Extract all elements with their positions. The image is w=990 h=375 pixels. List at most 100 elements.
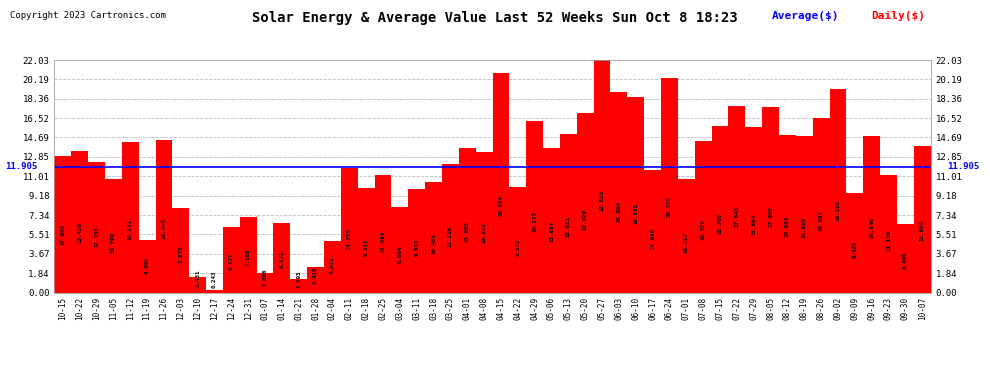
Text: 14.840: 14.840 <box>869 217 874 238</box>
Bar <box>493 73 510 292</box>
Text: 1.293: 1.293 <box>296 270 301 288</box>
Bar <box>223 227 240 292</box>
Bar <box>897 224 914 292</box>
Text: 4.911: 4.911 <box>330 257 335 274</box>
Bar <box>458 148 475 292</box>
Text: 11.646: 11.646 <box>650 228 655 249</box>
Text: 11.905: 11.905 <box>5 162 38 171</box>
Bar <box>510 187 527 292</box>
Text: 13.864: 13.864 <box>920 220 925 241</box>
Bar <box>611 92 628 292</box>
Bar <box>357 188 374 292</box>
Bar <box>425 182 442 292</box>
Text: 4.991: 4.991 <box>145 256 149 274</box>
Text: 20.814: 20.814 <box>498 195 504 216</box>
Bar <box>155 140 172 292</box>
Bar <box>408 189 425 292</box>
Text: 15.684: 15.684 <box>751 214 756 235</box>
Text: 16.277: 16.277 <box>533 211 538 232</box>
Text: 10.455: 10.455 <box>431 233 436 254</box>
Bar <box>256 273 273 292</box>
Bar <box>206 290 223 292</box>
Bar <box>914 146 931 292</box>
Bar <box>863 136 880 292</box>
Text: 11.094: 11.094 <box>380 231 385 252</box>
Text: 2.416: 2.416 <box>313 266 318 284</box>
Text: 10.799: 10.799 <box>111 232 116 253</box>
Text: 18.555: 18.555 <box>634 203 639 224</box>
Bar <box>391 207 408 292</box>
Bar <box>475 152 493 292</box>
Bar <box>105 178 122 292</box>
Text: 18.984: 18.984 <box>617 201 622 222</box>
Bar <box>527 121 544 292</box>
Bar <box>290 279 307 292</box>
Text: 11.755: 11.755 <box>346 228 351 249</box>
Text: Daily($): Daily($) <box>871 11 926 21</box>
Text: 19.318: 19.318 <box>836 200 841 221</box>
Bar <box>71 151 88 292</box>
Bar <box>594 60 611 292</box>
Text: 17.643: 17.643 <box>735 206 740 227</box>
Text: Solar Energy & Average Value Last 52 Weeks Sun Oct 8 18:23: Solar Energy & Average Value Last 52 Wee… <box>252 11 738 25</box>
Text: 7.975: 7.975 <box>178 246 183 263</box>
Bar <box>544 148 560 292</box>
Text: 11.905: 11.905 <box>947 162 980 171</box>
Text: 6.177: 6.177 <box>229 252 234 270</box>
Text: 15.760: 15.760 <box>718 213 723 234</box>
Bar <box>796 136 813 292</box>
Text: 13.664: 13.664 <box>549 221 554 242</box>
Bar <box>779 135 796 292</box>
Bar <box>273 223 290 292</box>
Text: 7.168: 7.168 <box>246 249 250 266</box>
Bar <box>628 97 644 292</box>
Text: 0.243: 0.243 <box>212 270 217 288</box>
Text: 6.460: 6.460 <box>903 251 908 268</box>
Bar <box>324 241 341 292</box>
Bar <box>846 193 863 292</box>
Text: 14.323: 14.323 <box>701 219 706 240</box>
Bar <box>307 267 324 292</box>
Bar <box>729 106 745 292</box>
Text: 9.911: 9.911 <box>363 238 368 256</box>
Text: 12.330: 12.330 <box>94 226 99 247</box>
Bar <box>644 170 661 292</box>
Text: 1.431: 1.431 <box>195 270 200 287</box>
Bar <box>374 176 391 292</box>
Text: 14.479: 14.479 <box>161 218 166 239</box>
Bar <box>88 162 105 292</box>
Bar <box>661 78 678 292</box>
Text: 10.717: 10.717 <box>684 232 689 253</box>
Text: 16.581: 16.581 <box>819 210 824 231</box>
Text: 17.605: 17.605 <box>768 207 773 228</box>
Text: 12.980: 12.980 <box>60 224 65 245</box>
Bar <box>240 217 256 292</box>
Text: 17.029: 17.029 <box>583 209 588 230</box>
Bar <box>442 164 458 292</box>
Text: Copyright 2023 Cartronics.com: Copyright 2023 Cartronics.com <box>10 11 165 20</box>
Text: 11.136: 11.136 <box>886 230 891 251</box>
Text: 13.662: 13.662 <box>464 221 469 242</box>
Bar <box>830 88 846 292</box>
Bar <box>745 127 762 292</box>
Text: 13.429: 13.429 <box>77 222 82 243</box>
Bar <box>172 209 189 292</box>
Bar <box>695 141 712 292</box>
Bar <box>712 126 729 292</box>
Bar <box>762 107 779 292</box>
Text: 22.028: 22.028 <box>600 190 605 211</box>
Bar <box>678 179 695 292</box>
Text: 20.352: 20.352 <box>667 196 672 217</box>
Text: 6.571: 6.571 <box>279 251 284 268</box>
Text: 9.423: 9.423 <box>852 240 857 258</box>
Text: 12.216: 12.216 <box>447 226 452 248</box>
Bar <box>189 278 206 292</box>
Bar <box>54 156 71 292</box>
Bar <box>577 113 594 292</box>
Text: 9.853: 9.853 <box>414 238 419 256</box>
Text: 14.934: 14.934 <box>785 216 790 237</box>
Bar <box>122 142 139 292</box>
Text: Average($): Average($) <box>772 11 840 21</box>
Bar <box>813 117 830 292</box>
Bar <box>341 168 357 292</box>
